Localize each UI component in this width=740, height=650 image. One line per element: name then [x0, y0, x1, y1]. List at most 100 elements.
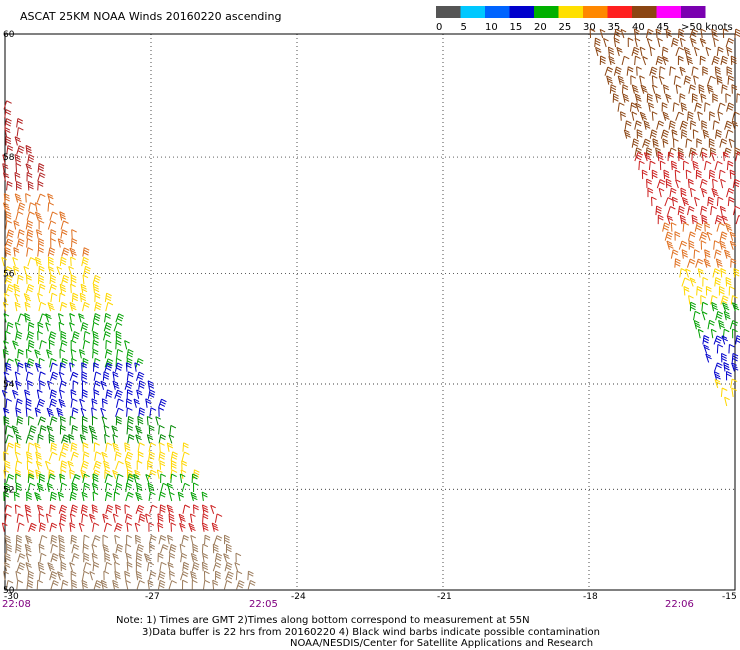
wind-barb [634, 152, 644, 162]
wind-barb [648, 102, 655, 112]
wind-barb [671, 37, 679, 48]
wind-barb [613, 37, 620, 48]
wind-barb [180, 552, 188, 563]
wind-barb [677, 151, 684, 162]
wind-barb [158, 398, 167, 408]
legend-swatch [509, 6, 534, 18]
wind-barb [182, 579, 188, 590]
wind-barb [713, 335, 723, 345]
wind-barb [82, 274, 89, 285]
wind-barb [168, 491, 175, 502]
wind-barb [201, 561, 209, 572]
wind-barb [691, 214, 698, 225]
wind-barb [702, 66, 709, 76]
wind-barb [58, 292, 66, 303]
wind-barb [631, 111, 638, 121]
wind-barb [660, 129, 669, 139]
wind-barb [23, 266, 30, 276]
wind-barb [5, 398, 13, 408]
wind-barb [202, 513, 209, 523]
wind-barb [655, 55, 664, 66]
wind-barb [182, 504, 191, 514]
wind-barb [730, 55, 737, 66]
wind-barb [143, 553, 152, 563]
wind-barb [125, 362, 132, 372]
wind-barb [38, 283, 46, 294]
wind-barb [675, 111, 684, 121]
wind-barb [25, 553, 32, 563]
wind-barb [621, 84, 629, 94]
wind-barb [695, 169, 702, 180]
wind-barb [92, 313, 101, 323]
wind-barb [69, 491, 77, 502]
wind-barb [711, 301, 718, 312]
wind-barb [38, 265, 45, 276]
legend-swatch [558, 6, 583, 18]
wind-barb [39, 340, 47, 350]
wind-barb [234, 562, 241, 572]
wind-barb [732, 178, 740, 189]
wind-barb [59, 424, 66, 435]
wind-barb [5, 425, 13, 435]
wind-barb [180, 571, 189, 581]
wind-barb [28, 415, 35, 426]
wind-barb [718, 319, 725, 330]
wind-barb [36, 398, 46, 408]
wind-barb [69, 301, 77, 312]
wind-barb [26, 229, 34, 239]
wind-barb [13, 247, 20, 257]
wind-barb [138, 407, 146, 417]
wind-barb [81, 513, 88, 523]
wind-barb [2, 154, 9, 164]
wind-barb [4, 460, 11, 470]
wind-barb [136, 482, 143, 493]
wind-barb [157, 522, 164, 532]
wind-barb [137, 415, 144, 426]
wind-barb [159, 460, 166, 470]
wind-barb [47, 562, 55, 572]
wind-barb [112, 579, 119, 590]
wind-barb [59, 543, 66, 554]
wind-barb [166, 482, 174, 493]
wind-barb [17, 362, 24, 372]
wind-barb [191, 473, 198, 483]
wind-barb [670, 249, 679, 259]
wind-barb [23, 293, 32, 303]
wind-barb [689, 28, 698, 39]
wind-barb [642, 138, 651, 148]
wind-barb [726, 370, 732, 381]
wind-barb [92, 348, 99, 359]
wind-barb [126, 424, 133, 435]
wind-barb [3, 292, 10, 303]
wind-barb [224, 561, 233, 572]
wind-barb [5, 284, 15, 294]
wind-barb [692, 160, 699, 171]
wind-barb [613, 66, 622, 76]
wind-barb [50, 580, 59, 590]
wind-barb [70, 274, 77, 285]
wind-barb [91, 543, 98, 554]
wind-barb [694, 196, 700, 207]
wind-barb [697, 328, 704, 339]
wind-barb [38, 371, 46, 381]
wind-barb [49, 522, 58, 532]
wind-barb [683, 75, 692, 85]
wind-barb [634, 55, 641, 66]
wind-barb [17, 202, 26, 212]
wind-barb [716, 343, 724, 354]
wind-barb [722, 302, 730, 312]
wind-barb [693, 310, 701, 321]
wind-barb [247, 570, 254, 581]
wind-barb [15, 570, 22, 581]
wind-barb [34, 349, 41, 359]
wind-barb [3, 100, 12, 110]
wind-barb [3, 451, 9, 461]
wind-barb [83, 562, 92, 572]
wind-barb [13, 265, 20, 276]
wind-barb [104, 362, 113, 372]
wind-barb [60, 340, 68, 350]
wind-barb [89, 571, 96, 581]
wind-barb [713, 240, 720, 250]
wind-barb [71, 424, 78, 435]
lon-labels: -30 -27 -24 -21 -18 -15 [4, 592, 737, 602]
